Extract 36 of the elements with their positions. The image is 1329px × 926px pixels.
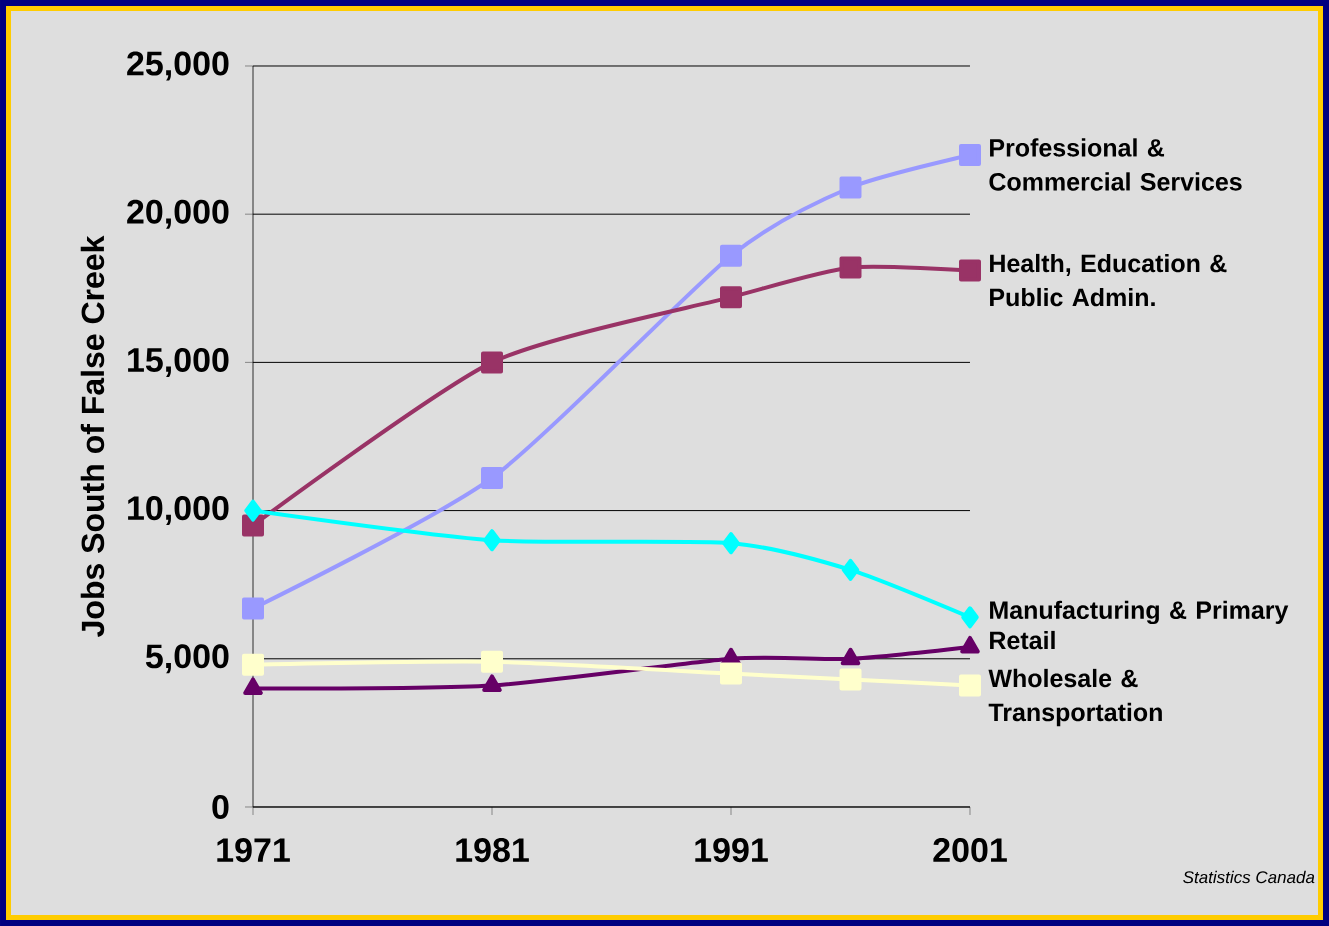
point xyxy=(481,466,503,489)
series-label: Wholesale & Transportation xyxy=(988,668,1162,727)
text: Statistics Canada xyxy=(1183,870,1315,884)
point xyxy=(959,259,981,282)
point xyxy=(720,244,742,267)
x-tick-label: 1971 xyxy=(217,838,290,863)
point xyxy=(959,674,981,697)
point xyxy=(481,351,503,374)
point xyxy=(839,176,862,199)
point xyxy=(242,597,265,620)
series-label: Retail xyxy=(990,630,1055,650)
point xyxy=(483,529,501,552)
point xyxy=(481,650,503,673)
y-tick-label: 25,000 xyxy=(127,51,229,81)
point xyxy=(720,662,742,685)
y-tick-label: 0 xyxy=(212,794,229,820)
series-label: Manufacturing & Primary xyxy=(990,600,1289,625)
series-label: Professional & Commercial Services xyxy=(989,138,1242,191)
point xyxy=(841,558,860,581)
point xyxy=(839,668,862,691)
point xyxy=(839,256,862,279)
y-tick-label: 10,000 xyxy=(128,496,229,526)
point xyxy=(244,499,262,522)
series-label: Health, Education & Public Admin. xyxy=(990,253,1227,307)
point xyxy=(242,653,265,676)
point xyxy=(722,532,740,555)
y-tick-label: 5,000 xyxy=(145,644,229,674)
point xyxy=(961,606,979,629)
x-tick-label: 1991 xyxy=(695,838,768,863)
x-tick-label: 2001 xyxy=(933,838,1007,863)
point xyxy=(959,143,981,166)
x-tick-label: 1981 xyxy=(456,838,529,863)
y-axis-title: Jobs South of False Creek xyxy=(80,235,105,637)
y-tick-label: 15,000 xyxy=(128,347,229,377)
y-tick-label: 20,000 xyxy=(127,199,229,229)
point xyxy=(720,286,742,309)
